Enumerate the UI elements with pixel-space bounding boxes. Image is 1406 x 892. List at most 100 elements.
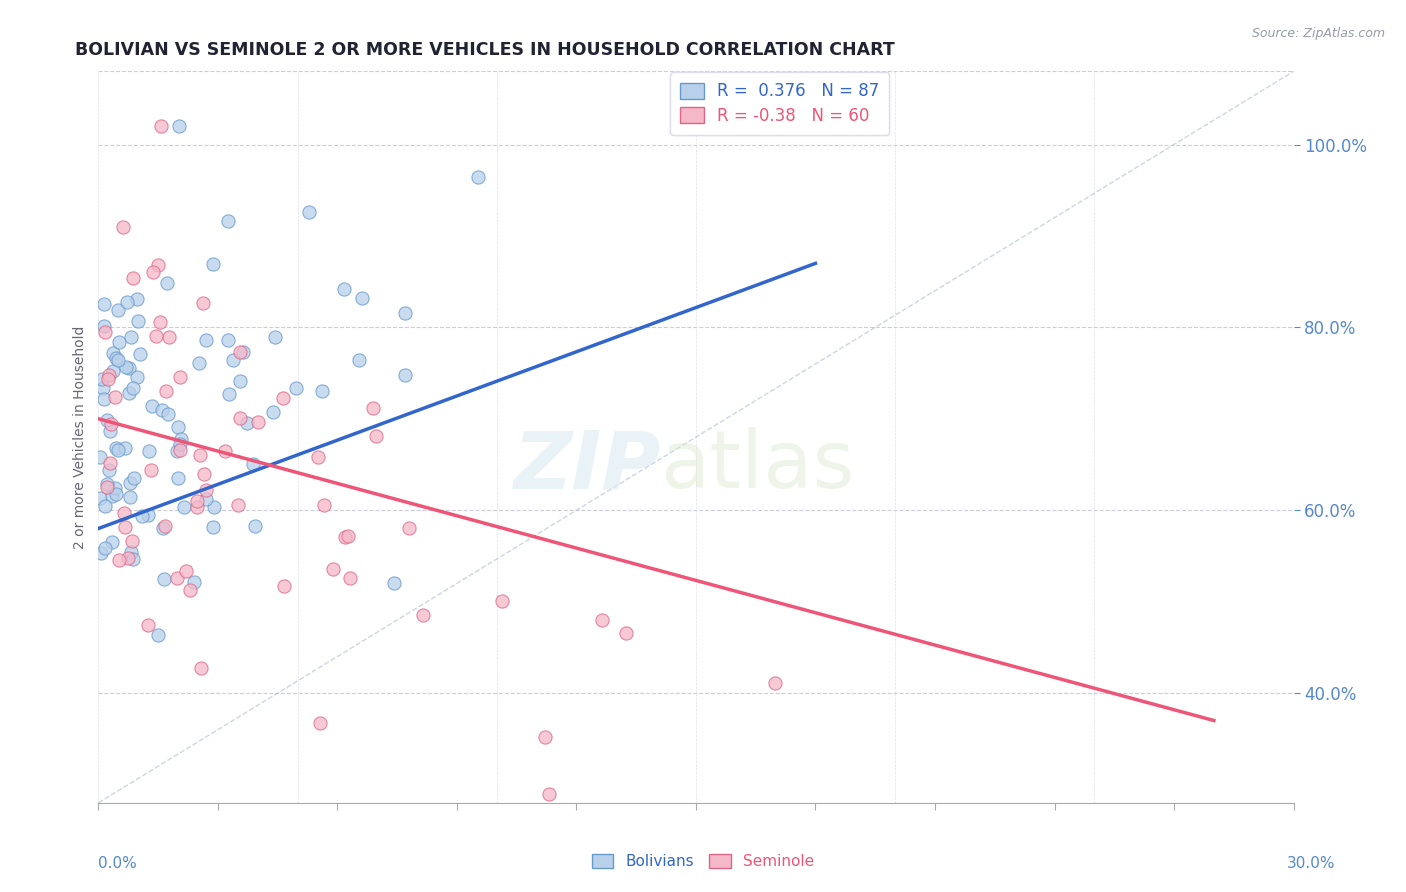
Point: [114, 520, 136, 534]
Point: [117, 361, 139, 376]
Text: BOLIVIAN VS SEMINOLE 2 OR MORE VEHICLES IN HOUSEHOLD CORRELATION CHART: BOLIVIAN VS SEMINOLE 2 OR MORE VEHICLES …: [75, 41, 894, 59]
Point: [104, 481, 127, 495]
Point: [127, 292, 149, 306]
Point: [155, 384, 177, 398]
Point: [91, 381, 114, 395]
Point: [136, 618, 159, 632]
Point: [246, 415, 269, 429]
Point: [115, 359, 138, 374]
Point: [108, 553, 131, 567]
Point: [394, 368, 416, 382]
Point: [89, 491, 111, 506]
Point: [157, 330, 180, 344]
Point: [169, 437, 191, 451]
Point: [214, 443, 236, 458]
Point: [122, 471, 145, 485]
Point: [188, 448, 211, 462]
Point: [166, 444, 188, 458]
Point: [169, 370, 191, 384]
Point: [149, 315, 172, 329]
Point: [591, 613, 613, 627]
Point: [322, 562, 344, 576]
Point: [97, 372, 120, 386]
Point: [136, 508, 159, 522]
Point: [122, 381, 145, 395]
Point: [138, 443, 160, 458]
Point: [91, 372, 114, 386]
Point: [167, 120, 190, 134]
Point: [333, 530, 356, 544]
Point: [174, 564, 197, 578]
Point: [114, 441, 136, 455]
Point: [150, 120, 173, 134]
Point: [170, 433, 193, 447]
Point: [90, 546, 112, 560]
Point: [122, 271, 145, 285]
Point: [201, 519, 224, 533]
Point: [93, 392, 115, 407]
Point: [173, 500, 195, 514]
Point: [94, 325, 117, 339]
Point: [312, 498, 335, 512]
Point: [186, 500, 208, 515]
Point: [202, 256, 225, 270]
Point: [107, 443, 129, 458]
Point: [217, 214, 239, 228]
Point: [98, 456, 121, 470]
Point: [152, 572, 174, 586]
Point: [107, 302, 129, 317]
Point: [366, 429, 388, 443]
Point: [183, 574, 205, 589]
Point: [614, 626, 637, 640]
Point: [156, 277, 179, 291]
Point: [263, 330, 285, 344]
Point: [229, 345, 252, 359]
Point: [112, 219, 135, 234]
Point: [94, 541, 117, 556]
Point: [112, 506, 135, 520]
Point: [96, 476, 118, 491]
Point: [105, 351, 128, 366]
Point: [361, 401, 384, 416]
Point: [121, 533, 143, 548]
Point: [167, 471, 190, 485]
Point: [148, 628, 170, 642]
Point: [179, 583, 201, 598]
Point: [104, 390, 127, 404]
Point: [333, 282, 356, 296]
Point: [145, 328, 167, 343]
Point: [127, 314, 149, 328]
Text: 0.0%: 0.0%: [98, 856, 138, 871]
Point: [141, 400, 163, 414]
Point: [153, 519, 176, 533]
Point: [398, 521, 420, 535]
Point: [98, 368, 121, 383]
Point: [412, 607, 434, 622]
Point: [131, 509, 153, 524]
Point: [307, 450, 329, 464]
Point: [336, 529, 359, 543]
Point: [284, 381, 307, 395]
Point: [98, 425, 121, 439]
Point: [166, 571, 188, 585]
Y-axis label: 2 or more Vehicles in Household: 2 or more Vehicles in Household: [73, 326, 87, 549]
Point: [491, 594, 513, 608]
Point: [271, 392, 294, 406]
Point: [139, 463, 162, 477]
Point: [394, 306, 416, 320]
Point: [127, 369, 149, 384]
Point: [89, 450, 111, 464]
Point: [229, 411, 252, 425]
Point: [122, 551, 145, 566]
Point: [202, 500, 225, 515]
Point: [243, 518, 266, 533]
Point: [533, 731, 555, 745]
Point: [156, 407, 179, 421]
Point: [100, 489, 122, 503]
Text: ZIP: ZIP: [513, 427, 661, 506]
Point: [98, 463, 121, 477]
Point: [100, 534, 122, 549]
Point: [152, 521, 174, 535]
Point: [309, 716, 332, 731]
Point: [235, 416, 257, 430]
